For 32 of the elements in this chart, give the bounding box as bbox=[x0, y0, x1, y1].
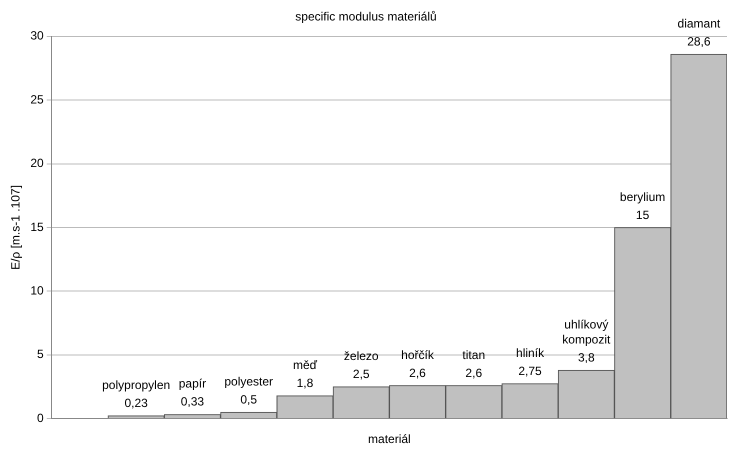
y-tick-label: 10 bbox=[30, 284, 44, 298]
data-label: 2,6 bbox=[465, 366, 482, 380]
y-tick-label: 15 bbox=[30, 220, 44, 234]
data-label: 1,8 bbox=[296, 376, 314, 390]
data-label: 0,23 bbox=[124, 396, 148, 410]
y-tick-label: 30 bbox=[30, 28, 44, 43]
data-label: 2,75 bbox=[518, 364, 542, 378]
data-label: 2,5 bbox=[352, 367, 370, 382]
chart-title: specific modulus materiálů bbox=[295, 10, 437, 24]
data-label: 28,6 bbox=[687, 34, 711, 49]
x-tick-label: železo bbox=[344, 349, 379, 364]
x-tick-label: berylium bbox=[620, 190, 666, 204]
x-tick-label: hliník bbox=[516, 346, 546, 360]
x-tick-label: polypropylen bbox=[102, 378, 170, 392]
data-label: 3,8 bbox=[578, 350, 595, 364]
data-label: 15 bbox=[636, 208, 650, 222]
x-tick-label: titan bbox=[462, 348, 486, 362]
x-tick-label: papír bbox=[178, 376, 206, 391]
x-tick-label: uhlíkový kompozit bbox=[562, 318, 611, 346]
y-tick-label: 0 bbox=[37, 410, 44, 425]
x-axis-title: materiál bbox=[368, 432, 411, 446]
x-tick-label: měď bbox=[292, 358, 318, 372]
y-tick-label: 5 bbox=[37, 347, 44, 362]
y-axis-title: E/ρ [m.s-1 .107] bbox=[8, 185, 23, 270]
y-tick-label: 20 bbox=[30, 156, 44, 170]
data-label: 0,5 bbox=[240, 392, 258, 407]
data-label: 2,6 bbox=[409, 366, 426, 380]
x-tick-label: diamant bbox=[678, 16, 721, 31]
x-tick-label: polyester bbox=[224, 374, 274, 389]
y-tick-label: 25 bbox=[30, 92, 44, 106]
data-label: 0,33 bbox=[180, 394, 204, 409]
x-tick-label: hořčík bbox=[401, 348, 435, 362]
